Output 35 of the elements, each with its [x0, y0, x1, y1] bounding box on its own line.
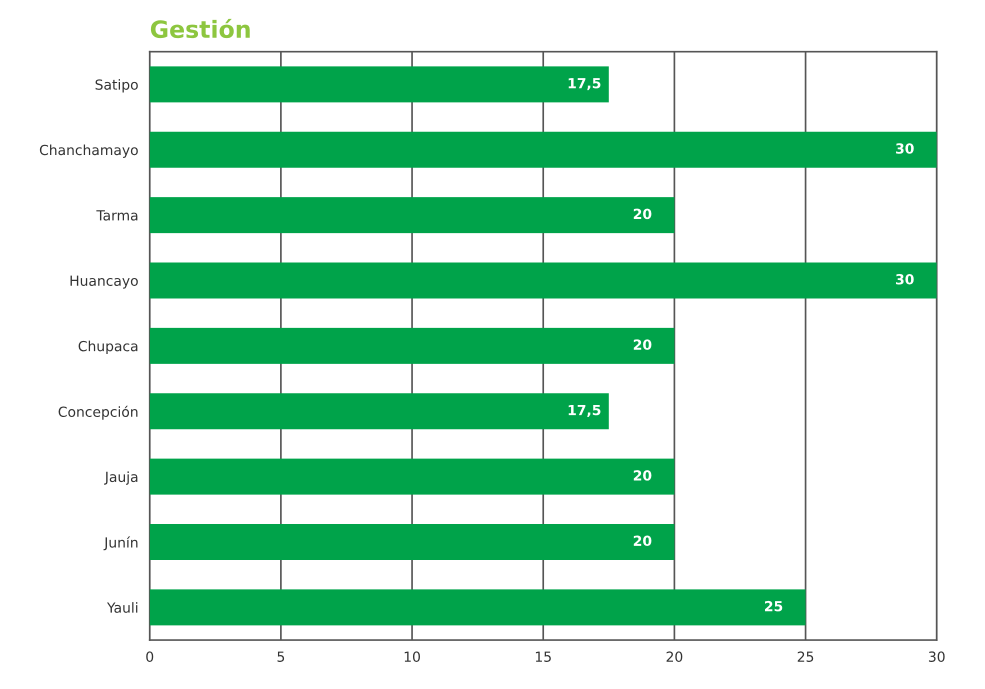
x-tick-label: 10 [404, 651, 420, 662]
x-tick-label: 15 [536, 652, 551, 662]
data-label: 20 [634, 339, 652, 350]
y-tick-label: Chanchamayo [40, 144, 138, 158]
y-tick-label: Concepción [58, 406, 138, 420]
bar [150, 197, 674, 234]
y-tick-label: Jauja [104, 471, 138, 485]
chart-title: Gestión [150, 18, 250, 38]
bar [150, 328, 674, 364]
bar [150, 524, 674, 560]
bar [150, 589, 806, 626]
x-tick-label: 20 [666, 651, 682, 662]
bar [150, 393, 609, 430]
x-tick-label: 5 [278, 652, 284, 662]
bar [150, 132, 937, 168]
y-tick-label: Junín [104, 536, 138, 550]
x-tick-label: 0 [146, 651, 154, 662]
data-label: 20 [634, 536, 652, 546]
bar [150, 262, 937, 298]
data-label: 20 [634, 470, 652, 481]
bar [150, 66, 609, 102]
data-label: 30 [896, 274, 914, 285]
y-tick-label: Huancayo [70, 276, 138, 289]
data-label: 17,5 [568, 404, 600, 418]
data-label: 20 [634, 208, 652, 220]
data-label: 25 [764, 600, 782, 612]
bar [150, 458, 674, 495]
data-label: 30 [896, 143, 914, 154]
x-tick-label: 25 [798, 651, 814, 662]
y-tick-label: Chupaca [78, 340, 138, 354]
x-tick-label: 30 [928, 651, 945, 662]
y-tick-label: Tarma [96, 210, 138, 221]
data-label: 17,5 [568, 78, 600, 90]
y-tick-label: Satipo [96, 79, 138, 93]
y-tick-label: Yauli [106, 602, 138, 613]
